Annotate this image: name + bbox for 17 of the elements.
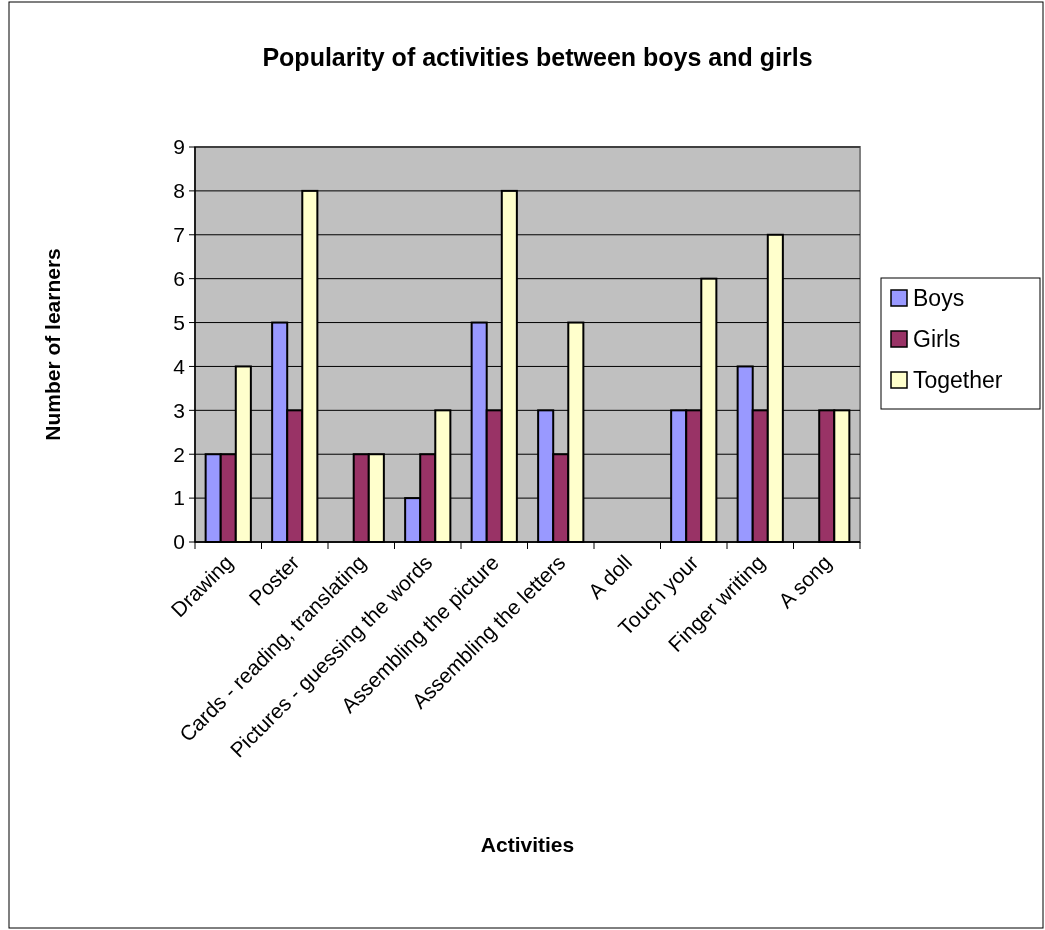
y-tick-label: 9 (173, 135, 185, 159)
y-tick-label: 7 (173, 223, 185, 247)
y-tick-label: 3 (173, 398, 185, 422)
legend-label: Boys (913, 285, 965, 312)
y-tick-label: 6 (173, 267, 185, 291)
legend-label: Girls (913, 326, 961, 353)
legend-label: Together (913, 367, 1003, 394)
y-tick-label: 5 (173, 310, 185, 334)
y-tick-label: 1 (173, 486, 185, 510)
x-axis-title: Activities (480, 833, 575, 856)
y-tick-label: 4 (173, 354, 186, 378)
y-tick-label: 8 (173, 179, 185, 203)
y-tick-label: 0 (173, 530, 185, 554)
y-tick-label: 2 (173, 442, 185, 466)
x-tick-label: A doll (583, 550, 637, 604)
y-axis-title: Number of learners (41, 248, 64, 441)
chart-title: Popularity of activities between boys and girls (262, 43, 813, 71)
